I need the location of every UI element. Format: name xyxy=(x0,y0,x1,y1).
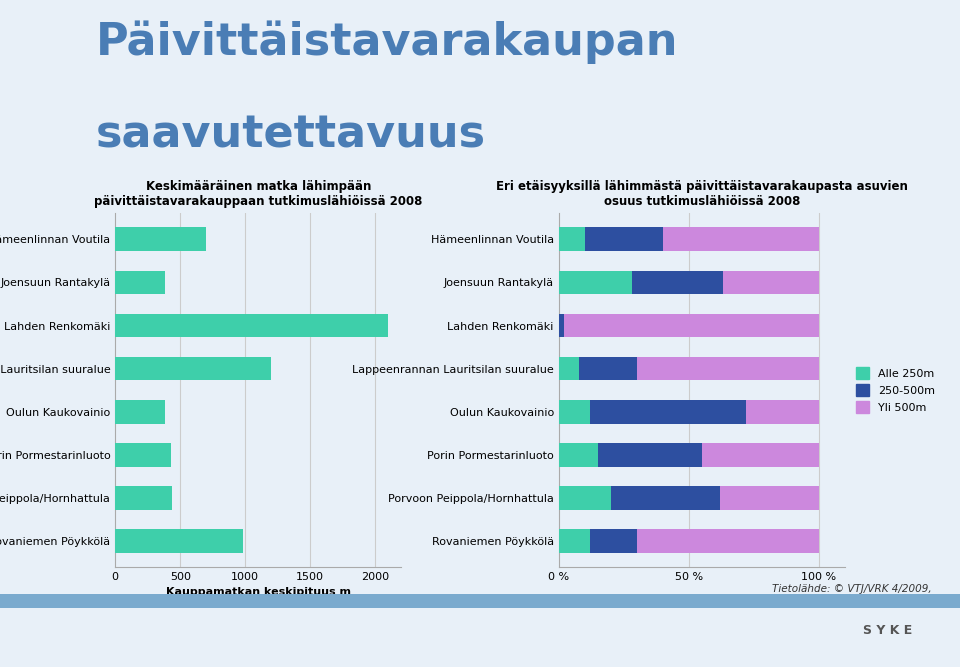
Bar xyxy=(723,271,819,294)
Bar xyxy=(559,271,632,294)
Bar xyxy=(589,529,636,553)
Bar xyxy=(115,486,173,510)
Bar xyxy=(559,227,585,251)
Bar xyxy=(632,271,723,294)
Bar xyxy=(636,529,819,553)
Bar xyxy=(662,227,819,251)
Bar xyxy=(636,357,819,380)
Legend: Alle 250m, 250-500m, Yli 500m: Alle 250m, 250-500m, Yli 500m xyxy=(856,368,935,413)
Bar xyxy=(115,529,243,553)
Bar xyxy=(559,313,564,338)
Bar xyxy=(559,486,611,510)
Bar xyxy=(115,271,164,294)
Bar xyxy=(559,400,589,424)
Bar xyxy=(115,443,171,467)
Bar xyxy=(585,227,662,251)
Bar xyxy=(559,357,580,380)
Bar xyxy=(115,400,164,424)
Bar xyxy=(720,486,819,510)
Text: S Y K E: S Y K E xyxy=(863,624,912,637)
Text: Tietolähde: © VTJ/VRK 4/2009,
Nielsen Myymälärekisteri 2008: Tietolähde: © VTJ/VRK 4/2009, Nielsen My… xyxy=(771,584,931,605)
Bar xyxy=(580,357,636,380)
Bar xyxy=(611,486,720,510)
Bar xyxy=(589,400,746,424)
Bar xyxy=(115,313,388,338)
Bar xyxy=(559,443,598,467)
Bar xyxy=(598,443,702,467)
Bar xyxy=(564,313,819,338)
Bar xyxy=(115,357,272,380)
Bar xyxy=(702,443,819,467)
Text: Päivittäistavarakaupan: Päivittäistavarakaupan xyxy=(96,20,679,63)
X-axis label: Kauppamatkan keskipituus m: Kauppamatkan keskipituus m xyxy=(166,588,350,598)
Bar xyxy=(115,227,206,251)
Title: Eri etäisyyksillä lähimmästä päivittäistavarakaupasta asuvien
osuus tutkimuslähi: Eri etäisyyksillä lähimmästä päivittäist… xyxy=(495,180,907,208)
Text: saavutettavuus: saavutettavuus xyxy=(96,113,486,156)
Bar xyxy=(746,400,819,424)
Title: Keskimääräinen matka lähimpään
päivittäistavarakauppaan tutkimuslähiöissä 2008: Keskimääräinen matka lähimpään päivittäi… xyxy=(94,180,422,208)
Bar xyxy=(559,529,589,553)
